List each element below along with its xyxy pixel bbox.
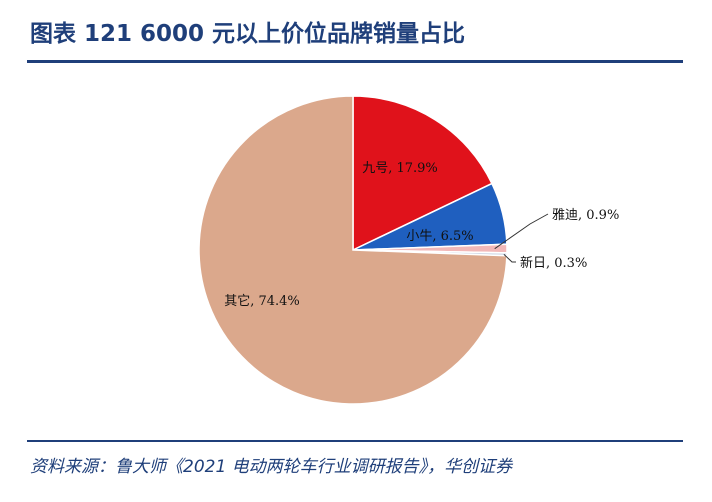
slice-label-3: 新日, 0.3%: [520, 255, 587, 271]
pie-slice-4: [198, 95, 508, 405]
slice-label-4: 其它, 74.4%: [224, 293, 300, 309]
footer-rule: [27, 440, 683, 442]
source-note: 资料来源：鲁大师《2021 电动两轮车行业调研报告》，华创证券: [30, 457, 513, 477]
pie-slice-0: [352, 95, 493, 252]
slice-label-2: 雅迪, 0.9%: [552, 208, 619, 223]
header-rule: [27, 60, 683, 63]
leader-line-2: [494, 213, 549, 250]
slice-label-0: 九号, 17.9%: [362, 161, 438, 176]
chart-title: 图表 121 6000 元以上价位品牌销量占比: [30, 21, 466, 47]
leader-line-3: [503, 253, 516, 263]
slice-label-1: 小牛, 6.5%: [406, 229, 473, 244]
